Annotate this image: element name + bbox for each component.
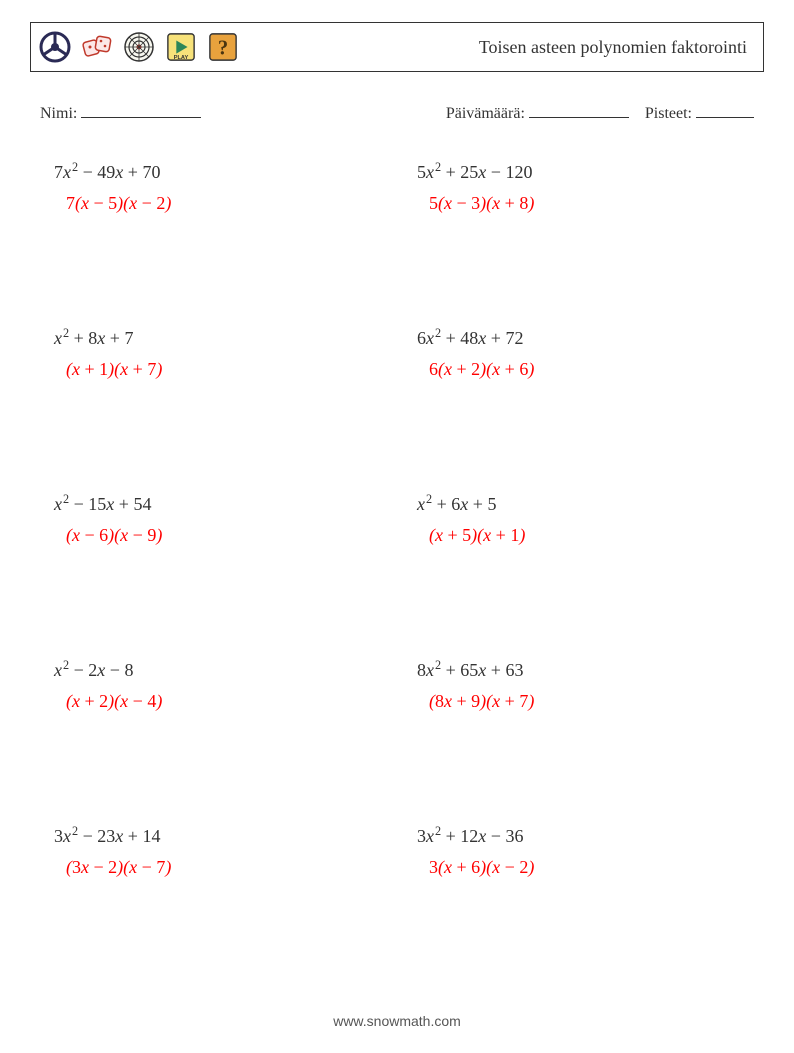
date-label: Päivämäärä: (446, 105, 525, 122)
problems-grid: 7x2 − 49x + 70 7(x − 5)(x − 2) 5x2 + 25x −… (30, 159, 764, 881)
problem-expression: x2 − 2x − 8 (54, 657, 377, 684)
problem-6: x2 + 6x + 5 (x + 5)(x + 1) (417, 491, 740, 549)
score-label: Pisteet: (645, 105, 692, 122)
worksheet-page: PLAY ? Toisen asteen polynomien faktoroi… (0, 0, 794, 1053)
problem-expression: 3x2 + 12x − 36 (417, 823, 740, 850)
problem-10: 3x2 + 12x − 36 3(x + 6)(x − 2) (417, 823, 740, 881)
problem-5: x2 − 15x + 54 (x − 6)(x − 9) (54, 491, 377, 549)
problem-expression: 7x2 − 49x + 70 (54, 159, 377, 186)
problem-2: 5x2 + 25x − 120 5(x − 3)(x + 8) (417, 159, 740, 217)
footer: www.snowmath.com (0, 1013, 794, 1029)
header-box: PLAY ? Toisen asteen polynomien faktoroi… (30, 22, 764, 72)
problem-expression: x2 − 15x + 54 (54, 491, 377, 518)
problem-3: x2 + 8x + 7 (x + 1)(x + 7) (54, 325, 377, 383)
problem-expression: x2 + 6x + 5 (417, 491, 740, 518)
score-field: Pisteet: (645, 104, 754, 123)
problem-answer: (3x − 2)(x − 7) (54, 854, 377, 881)
problem-9: 3x2 − 23x + 14 (3x − 2)(x − 7) (54, 823, 377, 881)
svg-text:?: ? (218, 38, 228, 60)
problem-expression: 5x2 + 25x − 120 (417, 159, 740, 186)
worksheet-title: Toisen asteen polynomien faktorointi (479, 37, 747, 58)
problem-answer: (x + 5)(x + 1) (417, 522, 740, 549)
problem-8: 8x2 + 65x + 63 (8x + 9)(x + 7) (417, 657, 740, 715)
name-field: Nimi: (40, 104, 446, 123)
problem-answer: (x + 2)(x − 4) (54, 688, 377, 715)
header-icons: PLAY ? (39, 31, 239, 63)
problem-answer: 7(x − 5)(x − 2) (54, 190, 377, 217)
name-blank (81, 104, 201, 118)
date-blank (529, 104, 629, 118)
problem-answer: 6(x + 2)(x + 6) (417, 356, 740, 383)
problem-answer: (8x + 9)(x + 7) (417, 688, 740, 715)
problem-answer: 5(x − 3)(x + 8) (417, 190, 740, 217)
info-row: Nimi: Päivämäärä: Pisteet: (30, 104, 764, 123)
dice-icon (81, 31, 113, 63)
problem-answer: (x + 1)(x + 7) (54, 356, 377, 383)
problem-answer: (x − 6)(x − 9) (54, 522, 377, 549)
date-field: Päivämäärä: (446, 104, 629, 123)
problem-answer: 3(x + 6)(x − 2) (417, 854, 740, 881)
problem-7: x2 − 2x − 8 (x + 2)(x − 4) (54, 657, 377, 715)
problem-expression: 3x2 − 23x + 14 (54, 823, 377, 850)
steering-wheel-icon (39, 31, 71, 63)
problem-1: 7x2 − 49x + 70 7(x − 5)(x − 2) (54, 159, 377, 217)
question-icon: ? (207, 31, 239, 63)
svg-text:PLAY: PLAY (174, 55, 189, 61)
name-label: Nimi: (40, 105, 77, 122)
problem-4: 6x2 + 48x + 72 6(x + 2)(x + 6) (417, 325, 740, 383)
dartboard-icon (123, 31, 155, 63)
score-blank (696, 104, 754, 118)
problem-expression: x2 + 8x + 7 (54, 325, 377, 352)
problem-expression: 6x2 + 48x + 72 (417, 325, 740, 352)
footer-text: www.snowmath.com (333, 1013, 461, 1029)
problem-expression: 8x2 + 65x + 63 (417, 657, 740, 684)
play-icon: PLAY (165, 31, 197, 63)
